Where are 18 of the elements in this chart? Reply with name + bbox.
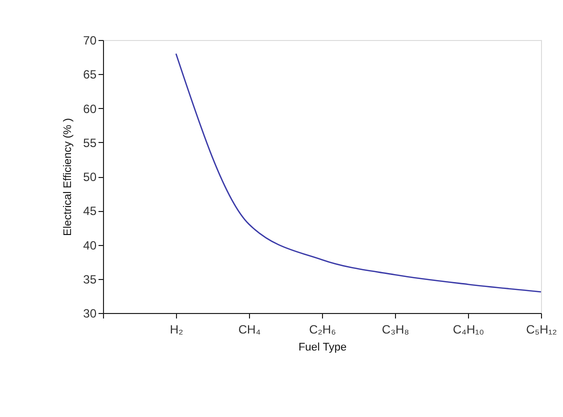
y-tick-label: 40	[83, 238, 97, 252]
y-tick-label: 30	[83, 306, 97, 320]
x-tick-label: H₂	[170, 322, 184, 336]
y-tick-label: 70	[83, 34, 97, 48]
x-axis-title: Fuel Type	[298, 342, 347, 354]
x-tick-label: C₅H₁₂	[526, 322, 558, 336]
x-tick-label: C₃H₈	[382, 322, 410, 336]
y-tick-label: 45	[83, 204, 97, 218]
y-axis-title: Electrical Efficiency (% )	[62, 118, 74, 236]
x-tick-label: C₂H₆	[309, 322, 336, 336]
y-tick-label: 65	[83, 68, 97, 82]
x-tick-label: CH₄	[238, 322, 261, 336]
y-tick-label: 60	[83, 102, 97, 116]
line-series	[175, 53, 542, 292]
y-tick-label: 55	[83, 136, 97, 150]
x-tick-label: C₄H₁₀	[452, 322, 484, 336]
y-tick-label: 35	[83, 272, 97, 286]
y-tick-label: 50	[83, 170, 97, 184]
